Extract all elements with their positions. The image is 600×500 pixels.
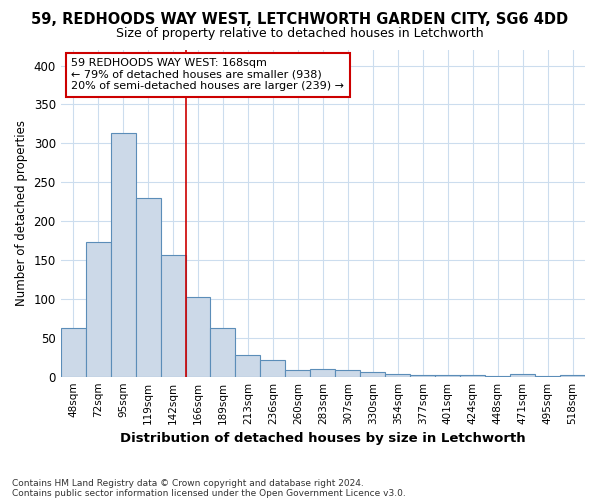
Bar <box>510 374 535 376</box>
Bar <box>560 375 585 376</box>
Bar <box>211 328 235 376</box>
Text: 59 REDHOODS WAY WEST: 168sqm
← 79% of detached houses are smaller (938)
20% of s: 59 REDHOODS WAY WEST: 168sqm ← 79% of de… <box>71 58 344 92</box>
Text: Size of property relative to detached houses in Letchworth: Size of property relative to detached ho… <box>116 28 484 40</box>
Bar <box>385 374 410 376</box>
Bar <box>161 254 185 376</box>
Text: Contains HM Land Registry data © Crown copyright and database right 2024.: Contains HM Land Registry data © Crown c… <box>12 478 364 488</box>
Bar <box>260 360 286 376</box>
Bar <box>360 372 385 376</box>
Bar <box>310 369 335 376</box>
Text: Contains public sector information licensed under the Open Government Licence v3: Contains public sector information licen… <box>12 488 406 498</box>
Bar <box>235 355 260 376</box>
Bar <box>61 328 86 376</box>
Bar <box>435 375 460 376</box>
Bar <box>410 375 435 376</box>
Bar <box>136 198 161 376</box>
X-axis label: Distribution of detached houses by size in Letchworth: Distribution of detached houses by size … <box>120 432 526 445</box>
Bar <box>185 296 211 376</box>
Bar <box>286 370 310 376</box>
Y-axis label: Number of detached properties: Number of detached properties <box>15 120 28 306</box>
Bar <box>110 133 136 376</box>
Bar <box>86 242 110 376</box>
Bar <box>335 370 360 376</box>
Bar <box>460 375 485 376</box>
Text: 59, REDHOODS WAY WEST, LETCHWORTH GARDEN CITY, SG6 4DD: 59, REDHOODS WAY WEST, LETCHWORTH GARDEN… <box>31 12 569 28</box>
